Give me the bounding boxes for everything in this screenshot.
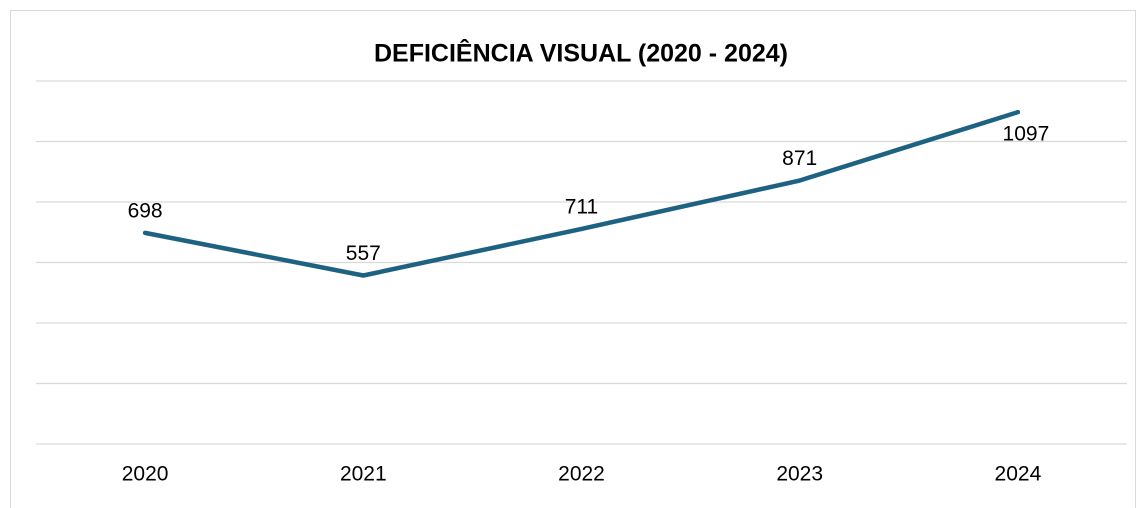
x-tick-label: 2024 — [995, 463, 1042, 486]
data-label: 871 — [782, 147, 817, 170]
chart-title: DEFICIÊNCIA VISUAL (2020 - 2024) — [374, 38, 788, 68]
data-label: 698 — [128, 199, 163, 222]
x-tick-label: 2021 — [340, 463, 387, 486]
data-label: 1097 — [1003, 123, 1050, 146]
x-tick-label: 2022 — [558, 463, 605, 486]
chart-border — [10, 10, 1136, 508]
x-tick-label: 2023 — [776, 463, 823, 486]
line — [142, 109, 1021, 278]
x-tick-label: 2020 — [122, 463, 169, 486]
data-label: 557 — [346, 242, 381, 265]
data-label: 711 — [565, 195, 598, 218]
